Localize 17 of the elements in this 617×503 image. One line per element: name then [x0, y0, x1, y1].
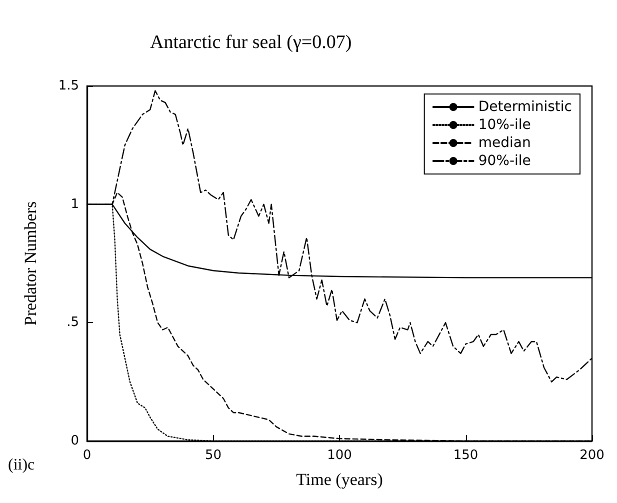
legend-label: 90%-ile	[478, 153, 531, 169]
x-tick-label: 100	[327, 448, 352, 463]
x-tick-label: 50	[204, 448, 222, 463]
chart-title: Antarctic fur seal (γ=0.07)	[150, 32, 352, 53]
x-tick-label: 0	[82, 448, 92, 463]
y-axis-title: Predator Numbers	[21, 201, 40, 326]
x-tick-label: 150	[453, 448, 478, 463]
x-tick-label: 200	[580, 448, 604, 463]
y-tick-label: 0	[70, 434, 79, 448]
legend-label: median	[478, 135, 531, 151]
x-axis-title: Time (years)	[296, 470, 383, 489]
y-tick-label: .5	[66, 315, 79, 330]
y-tick-label: 1.5	[58, 78, 79, 94]
y-tick-label: 1	[70, 196, 79, 212]
legend-label: 10%-ile	[478, 117, 531, 133]
legend-label: Deterministic	[478, 99, 572, 115]
text: (ii)c	[8, 456, 35, 474]
